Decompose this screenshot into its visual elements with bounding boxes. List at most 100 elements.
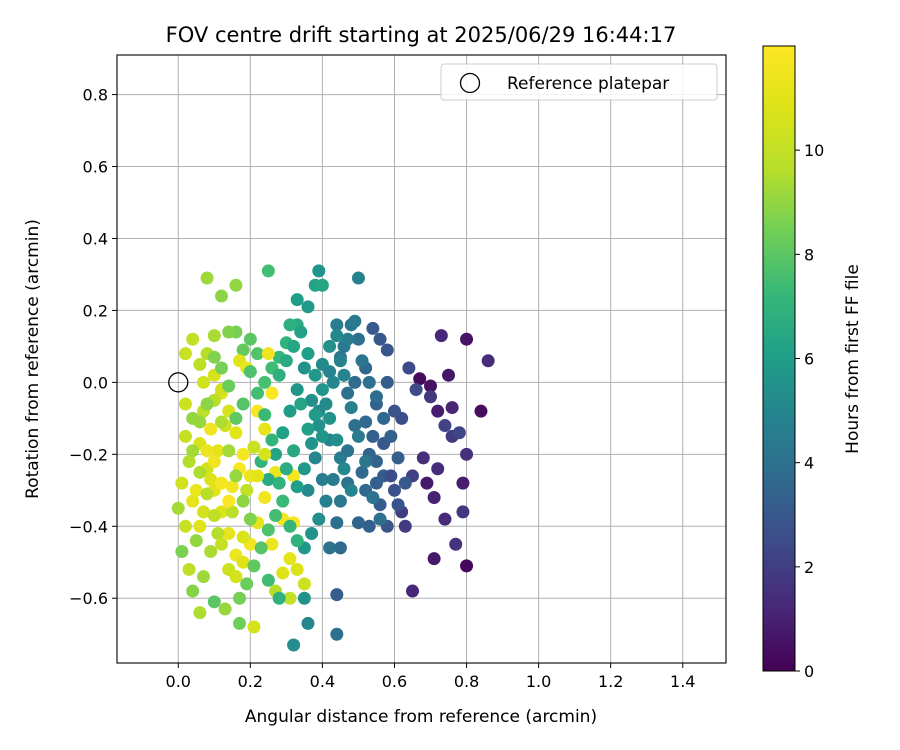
data-point (369, 390, 383, 404)
data-point (474, 404, 488, 418)
data-point (251, 469, 265, 483)
data-point (330, 588, 344, 602)
data-point (186, 444, 200, 458)
data-point (204, 473, 218, 487)
data-point (215, 289, 229, 303)
data-point (283, 519, 297, 533)
data-point (449, 537, 463, 551)
data-point (366, 491, 380, 505)
data-point (258, 491, 272, 505)
x-tick-label: 0.4 (310, 672, 335, 691)
data-point (175, 476, 189, 490)
data-point (218, 602, 232, 616)
data-point (373, 512, 387, 526)
data-point (330, 329, 344, 343)
x-tick-label: 0.0 (166, 672, 191, 691)
y-tick-label: −0.2 (69, 445, 108, 464)
data-point (233, 591, 247, 605)
data-point (290, 480, 304, 494)
data-point (305, 437, 319, 451)
data-point (279, 462, 293, 476)
data-point (265, 386, 279, 400)
data-point (258, 447, 272, 461)
legend-marker-reference (459, 72, 481, 94)
data-point (362, 519, 376, 533)
data-point (337, 368, 351, 382)
data-point (315, 383, 329, 397)
data-point (225, 480, 239, 494)
data-point (341, 332, 355, 346)
data-point (283, 591, 297, 605)
data-point (481, 354, 495, 368)
data-point (460, 559, 474, 573)
data-point (222, 444, 236, 458)
data-point (431, 404, 445, 418)
data-point (398, 519, 412, 533)
data-point (294, 325, 308, 339)
data-point (178, 397, 192, 411)
y-tick-label: −0.6 (69, 589, 108, 608)
data-point (341, 444, 355, 458)
data-point (301, 422, 315, 436)
data-point (269, 447, 283, 461)
data-point (240, 577, 254, 591)
colorbar-tick-label: 6 (804, 350, 814, 369)
data-point (344, 483, 358, 497)
data-point (283, 404, 297, 418)
x-tick-label: 0.6 (382, 672, 407, 691)
data-point (200, 487, 214, 501)
data-point (413, 372, 427, 386)
data-point (330, 516, 344, 530)
data-point (326, 473, 340, 487)
data-point (351, 516, 365, 530)
data-point (438, 419, 452, 433)
data-point (290, 293, 304, 307)
x-tick-label: 1.0 (526, 672, 551, 691)
data-point (193, 519, 207, 533)
data-point (301, 483, 315, 497)
data-point (323, 411, 337, 425)
data-point (333, 541, 347, 555)
data-point (359, 455, 373, 469)
data-point (427, 552, 441, 566)
y-axis-ticks: −0.6 −0.4 −0.2 0.0 0.2 0.4 0.6 0.8 (69, 86, 117, 608)
data-point (290, 562, 304, 576)
data-point (315, 278, 329, 292)
y-tick-label: 0.8 (83, 86, 108, 105)
data-point (243, 332, 257, 346)
data-point (178, 429, 192, 443)
colorbar-gradient (762, 45, 796, 672)
data-point (301, 616, 315, 630)
data-point (297, 591, 311, 605)
data-point (456, 476, 470, 490)
data-point (261, 523, 275, 537)
data-point (236, 343, 250, 357)
x-axis-ticks: 0.0 0.2 0.4 0.6 0.8 1.0 1.2 1.4 (166, 663, 695, 691)
y-tick-label: 0.2 (83, 301, 108, 320)
colorbar-label: Hours from first FF file (843, 264, 863, 454)
data-point (193, 357, 207, 371)
data-point (240, 483, 254, 497)
data-point (359, 415, 373, 429)
data-point (236, 397, 250, 411)
data-point (351, 429, 365, 443)
data-point (196, 505, 210, 519)
data-point (207, 508, 221, 522)
data-point (297, 361, 311, 375)
data-point (460, 447, 474, 461)
legend-box (440, 63, 718, 101)
data-point (416, 451, 430, 465)
data-point (200, 271, 214, 285)
data-point (222, 325, 236, 339)
data-point (323, 365, 337, 379)
data-point (186, 332, 200, 346)
x-tick-label: 0.8 (454, 672, 479, 691)
chart-title: FOV centre drift starting at 2025/06/29 … (166, 23, 677, 47)
data-point (269, 508, 283, 522)
data-point (362, 375, 376, 389)
data-point (243, 512, 257, 526)
data-point (261, 347, 275, 361)
data-point (178, 519, 192, 533)
data-point (323, 541, 337, 555)
